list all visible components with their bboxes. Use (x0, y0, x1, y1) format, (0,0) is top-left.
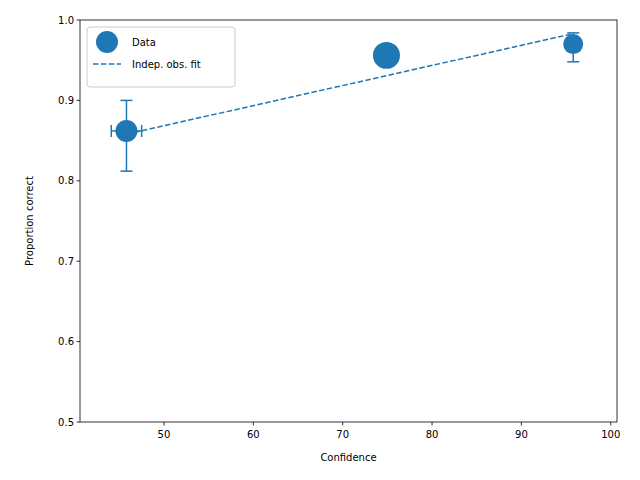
y-tick-label: 0.9 (58, 95, 74, 106)
data-point (373, 42, 400, 69)
legend-box (87, 27, 235, 87)
x-tick-label: 100 (601, 429, 620, 440)
y-tick (77, 341, 81, 342)
y-tick (77, 100, 81, 101)
y-tick (77, 422, 81, 423)
data-point (563, 34, 583, 54)
legend-marker (96, 31, 118, 53)
plot-frame (80, 20, 617, 422)
legend-label: Data (132, 37, 156, 48)
error-cap (567, 61, 579, 63)
y-tick-label: 1.0 (58, 15, 74, 26)
error-cap (567, 32, 579, 34)
error-cap (111, 125, 113, 137)
y-tick (77, 261, 81, 262)
x-tick (521, 422, 522, 426)
chart: 50 60 70 80 90 100 0.5 0.6 0.7 0.8 0.9 1.0 Confidenc… (0, 0, 640, 480)
x-tick-label: 60 (247, 429, 260, 440)
x-tick (610, 422, 611, 426)
y-axis-label: Proportion correct (24, 176, 35, 266)
x-tick-label: 80 (426, 429, 439, 440)
x-tick-label: 90 (515, 429, 528, 440)
x-tick-label: 50 (158, 429, 171, 440)
y-tick-label: 0.6 (58, 336, 74, 347)
x-tick (342, 422, 343, 426)
x-axis-label: Confidence (320, 452, 376, 463)
error-cap (120, 170, 132, 172)
x-tick (253, 422, 254, 426)
legend: Data Indep. obs. fit (87, 27, 235, 87)
y-tick-label: 0.7 (58, 256, 74, 267)
y-tick (77, 20, 81, 21)
x-tick (432, 422, 433, 426)
data-point (115, 120, 137, 142)
legend-label: Indep. obs. fit (132, 59, 201, 70)
x-tick-label: 70 (336, 429, 349, 440)
y-tick-label: 0.5 (58, 417, 74, 428)
legend-line (93, 63, 121, 65)
x-tick (163, 422, 164, 426)
y-tick-label: 0.8 (58, 175, 74, 186)
y-tick (77, 180, 81, 181)
error-cap (120, 100, 132, 102)
error-cap (141, 125, 143, 137)
